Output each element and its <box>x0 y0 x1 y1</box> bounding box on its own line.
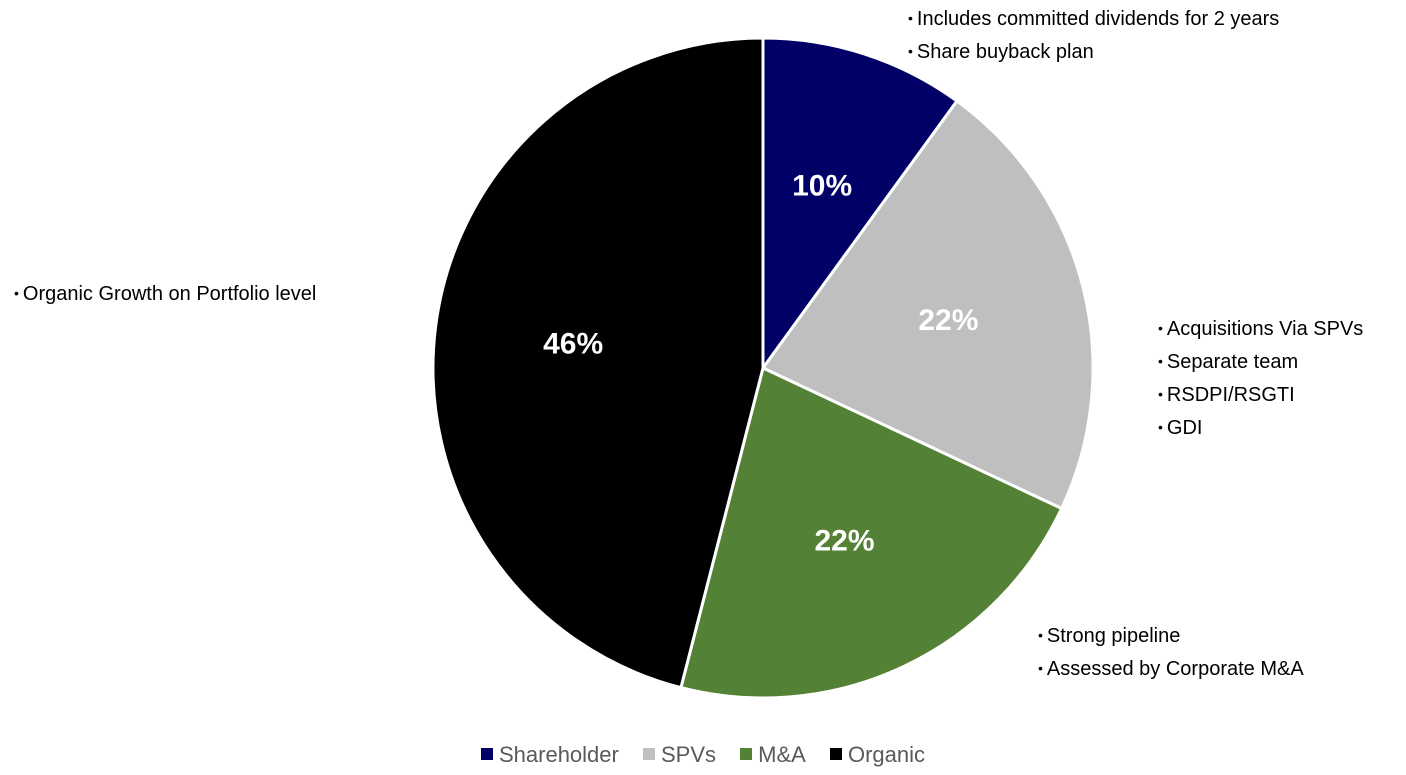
note-line: • Organic Growth on Portfolio level <box>14 283 317 305</box>
ma-notes: • Strong pipeline • Assessed by Corporate … <box>1038 619 1304 685</box>
note-line: • Strong pipeline <box>1038 625 1181 647</box>
legend-item-organic: Organic <box>829 742 925 768</box>
chart-legend: Shareholder SPVs M&A Organic <box>0 742 1406 768</box>
data-label: 10% <box>792 169 852 202</box>
legend-item-shareholder: Shareholder <box>480 742 619 768</box>
note-line: • Separate team <box>1158 351 1299 373</box>
legend-item-spvs: SPVs <box>642 742 716 768</box>
legend-item-ma: M&A <box>740 742 806 768</box>
note-line: • Acquisitions Via SPVs <box>1158 318 1364 340</box>
bullet-icon: • <box>908 10 913 26</box>
pie-slice-shareholder <box>761 36 960 373</box>
legend-swatch <box>740 748 753 760</box>
note-line: • GDI <box>1158 417 1203 439</box>
bullet-icon: • <box>908 43 913 59</box>
bullet-icon: • <box>1158 320 1163 336</box>
note-line: • Assessed by Corporate M&A <box>1038 658 1304 680</box>
data-label: 46% <box>543 328 603 361</box>
bullet-icon: • <box>1158 353 1163 369</box>
pie-slice-organic <box>431 36 765 690</box>
note-line: • Share buyback plan <box>908 41 1094 63</box>
bullet-icon: • <box>1038 660 1043 676</box>
data-label: 22% <box>918 304 978 337</box>
bullet-icon: • <box>1158 419 1163 435</box>
pie-slice-m-a <box>679 365 1064 700</box>
shareholder-notes: • Includes committed dividends for 2 year… <box>908 2 1279 68</box>
legend-swatch <box>829 748 842 760</box>
note-line: • RSDPI/RSGTI <box>1158 384 1295 406</box>
bullet-icon: • <box>14 285 19 301</box>
bullet-icon: • <box>1158 386 1163 402</box>
legend-swatch <box>642 748 655 760</box>
organic-notes: • Organic Growth on Portfolio level <box>14 277 316 310</box>
data-label: 22% <box>814 525 874 558</box>
spvs-notes: • Acquisitions Via SPVs • Separate team • R… <box>1158 312 1363 444</box>
legend-swatch <box>480 748 493 760</box>
bullet-icon: • <box>1038 627 1043 643</box>
note-line: • Includes committed dividends for 2 year… <box>908 8 1280 30</box>
